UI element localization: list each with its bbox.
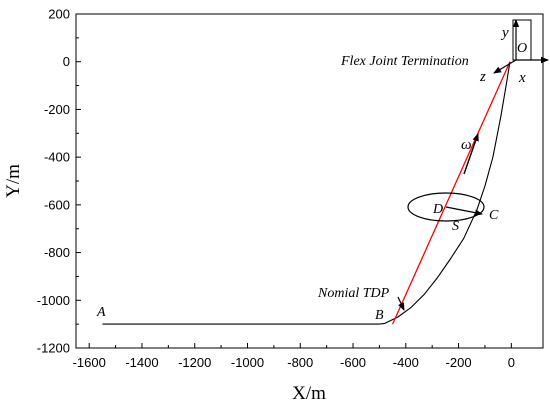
x-tick-label: -1600	[73, 355, 106, 370]
point-a-label: A	[96, 305, 106, 320]
x-tick-label: -400	[393, 355, 419, 370]
tdp-pointer-arrow	[397, 296, 405, 311]
plot-frame	[75, 13, 544, 349]
local-x-axis-label: x	[518, 70, 526, 86]
local-z-axis-arrow	[493, 59, 517, 74]
flex-joint-label: Flex Joint Termination	[340, 54, 469, 69]
riser-profile-series	[102, 61, 511, 325]
cross-section-radius-arrow	[445, 206, 483, 216]
y-tick-label: -600	[44, 197, 70, 212]
point-d-label: D	[432, 202, 443, 217]
y-tick-label: -1200	[37, 341, 70, 356]
x-tick-label: -200	[446, 355, 472, 370]
x-axis-ticks: -1600 -1400 -1200 -1000 -800 -600 -400 -200 0	[73, 343, 515, 370]
y-tick-label: -400	[44, 150, 70, 165]
local-y-axis-label: y	[500, 25, 509, 41]
nominal-tdp-label: Nomial TDP	[317, 286, 390, 301]
y-tick-label: -1000	[37, 293, 70, 308]
x-tick-label: -800	[287, 355, 313, 370]
local-z-axis-label: z	[479, 69, 486, 85]
point-c-label: C	[489, 208, 499, 223]
y-tick-label: 200	[48, 7, 70, 22]
y-tick-label: -200	[44, 102, 70, 117]
cross-section-ellipse	[407, 192, 485, 222]
y-axis-ticks: 200 0 -200 -400 -600 -800 -1000 -1200	[37, 7, 81, 356]
y-axis-title: Y/m	[3, 164, 24, 198]
point-b-label: B	[375, 308, 384, 323]
x-tick-label: -1400	[125, 355, 158, 370]
x-tick-label: -600	[340, 355, 366, 370]
x-axis-title: X/m	[292, 383, 326, 404]
omega-label: ω	[461, 137, 472, 153]
y-tick-label: 0	[63, 54, 70, 69]
point-o-label: O	[517, 41, 527, 56]
x-tick-label: -1200	[178, 355, 211, 370]
y-tick-label: -800	[44, 245, 70, 260]
omega-arrow	[463, 133, 479, 175]
label-s: S	[452, 219, 459, 234]
x-tick-label: 0	[508, 355, 515, 370]
x-tick-label: -1000	[231, 355, 264, 370]
